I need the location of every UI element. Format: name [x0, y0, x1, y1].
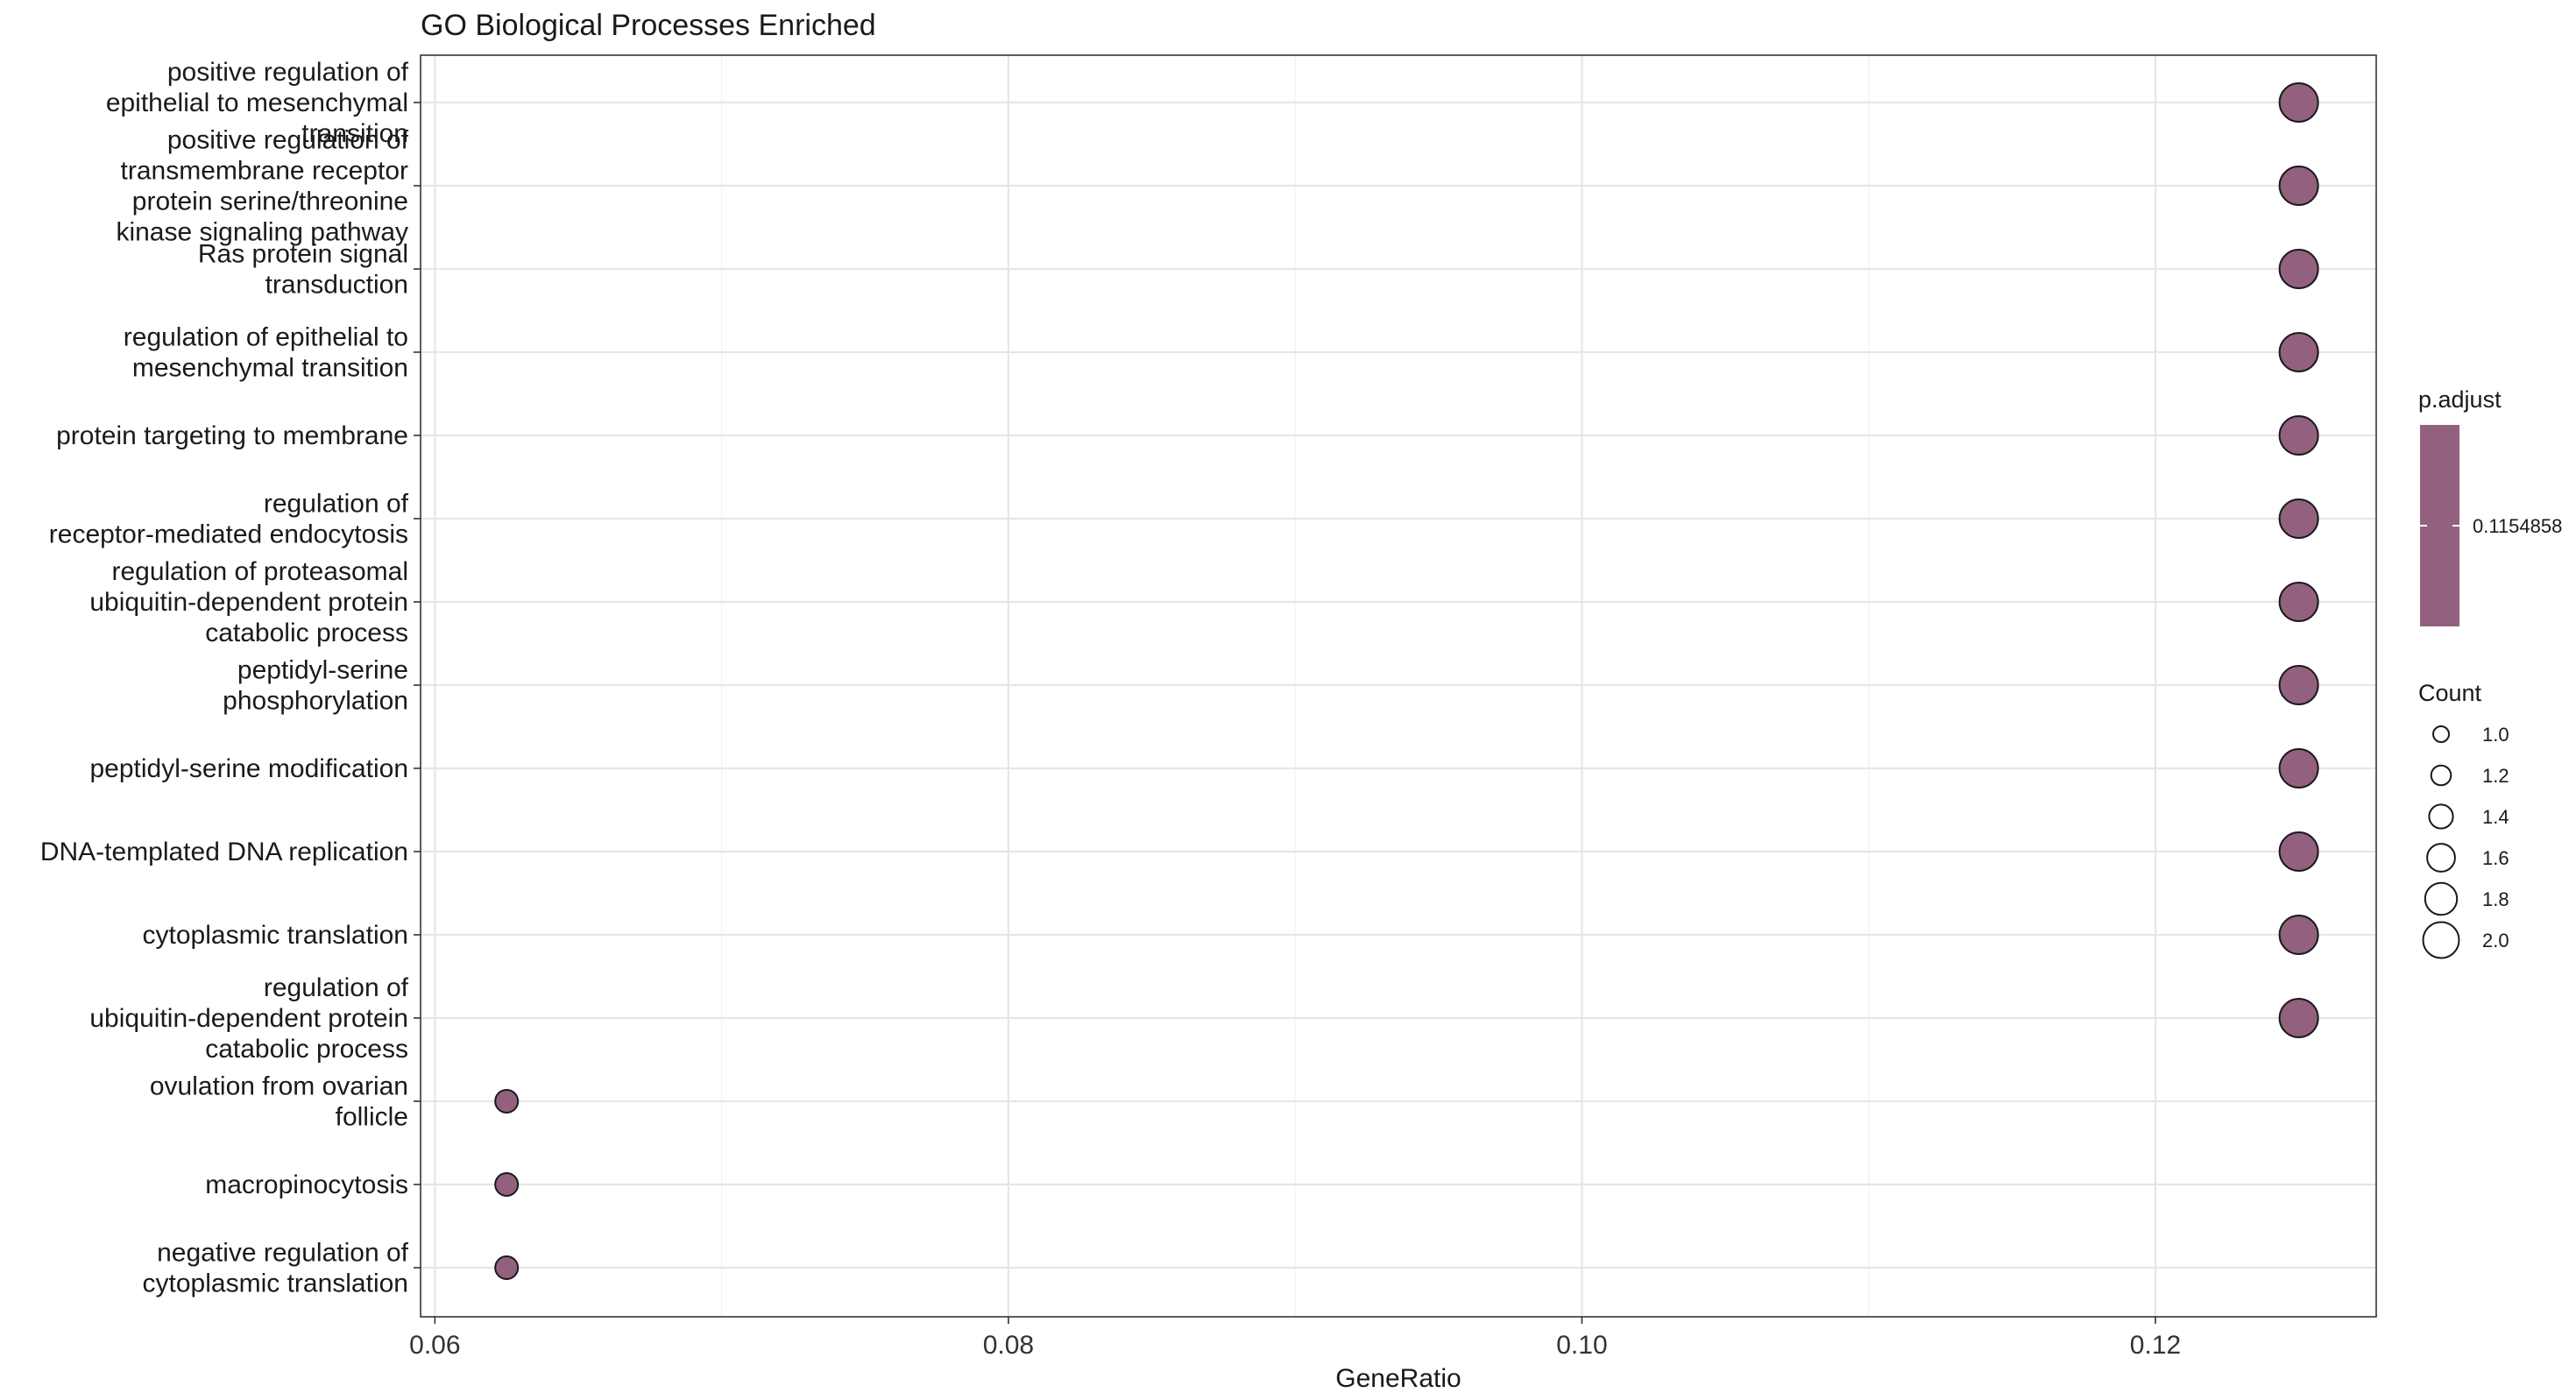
x-axis-tick-label: 0.12 — [2130, 1331, 2181, 1360]
legend-size-label: 1.0 — [2482, 724, 2509, 746]
legend-size-circle — [2424, 881, 2459, 916]
y-axis-label: regulation of proteasomal ubiquitin-depen… — [89, 557, 408, 647]
data-point — [494, 1172, 520, 1197]
legend-color-title: p.adjust — [2418, 386, 2502, 413]
y-axis-label: peptidyl-serine modification — [89, 754, 408, 783]
data-point — [2278, 166, 2319, 206]
x-axis-tick-label: 0.10 — [1556, 1331, 1607, 1360]
y-axis-label: positive regulation of transmembrane rece… — [116, 126, 408, 247]
legend-size-title: Count — [2418, 680, 2482, 706]
legend-size-circle — [2426, 843, 2456, 873]
legend-size-circle — [2432, 725, 2450, 743]
data-point — [2278, 499, 2319, 539]
legend-size-circle — [2430, 764, 2452, 787]
data-point — [2278, 831, 2319, 872]
data-point — [2278, 998, 2319, 1038]
legend-size-label: 1.6 — [2482, 847, 2509, 869]
y-axis: positive regulation of epithelial to mese… — [40, 58, 421, 1298]
y-axis-label: cytoplasmic translation — [143, 921, 408, 950]
data-point — [2278, 748, 2319, 788]
data-point — [494, 1089, 520, 1114]
legend-colorbar-label: 0.1154858 — [2473, 515, 2562, 537]
y-axis-label: regulation of epithelial to mesenchymal t… — [124, 323, 408, 383]
legend-size-label: 1.8 — [2482, 888, 2509, 910]
data-point — [494, 1255, 520, 1280]
grid-lines — [421, 55, 2376, 1317]
data-point — [2278, 915, 2319, 955]
x-axis-tick-label: 0.06 — [409, 1331, 460, 1360]
legend-size-circle — [2422, 921, 2460, 959]
x-axis: 0.06 0.08 0.10 0.12 — [409, 1317, 2181, 1360]
y-axis-label: protein targeting to membrane — [56, 421, 408, 450]
x-axis-tick-label: 0.08 — [983, 1331, 1034, 1360]
chart-title: GO Biological Processes Enriched — [421, 9, 876, 42]
x-axis-title: GeneRatio — [1335, 1364, 1461, 1393]
data-points — [494, 82, 2319, 1280]
y-axis-label: Ras protein signal transduction — [198, 240, 408, 300]
data-point — [2278, 82, 2319, 123]
data-point — [2278, 332, 2319, 372]
y-axis-label: peptidyl-serine phosphorylation — [223, 656, 408, 716]
y-axis-label: DNA-templated DNA replication — [40, 838, 408, 866]
legend-size-label: 2.0 — [2482, 930, 2509, 951]
y-axis-label: regulation of receptor-mediated endocytos… — [49, 490, 409, 549]
y-axis-label: positive regulation of epithelial to mese… — [106, 58, 409, 148]
legend-size-label: 1.4 — [2482, 806, 2509, 828]
legend-color: p.adjust 0.1154858 — [2418, 386, 2562, 626]
data-point — [2278, 249, 2319, 289]
legend-size-label: 1.2 — [2482, 765, 2509, 787]
data-point — [2278, 582, 2319, 622]
plot-panel-border — [420, 54, 2377, 1318]
data-point — [2278, 665, 2319, 705]
y-axis-label: negative regulation of cytoplasmic transl… — [143, 1239, 409, 1298]
legend-size-circle — [2428, 803, 2454, 830]
y-axis-label: regulation of ubiquitin-dependent protein… — [89, 973, 408, 1064]
legend-size: Count 1.0 1.2 1.4 1.6 1.8 2.0 — [2418, 680, 2509, 959]
y-axis-label: ovulation from ovarian follicle — [150, 1072, 408, 1132]
y-axis-label: macropinocytosis — [205, 1170, 408, 1199]
data-point — [2278, 415, 2319, 456]
